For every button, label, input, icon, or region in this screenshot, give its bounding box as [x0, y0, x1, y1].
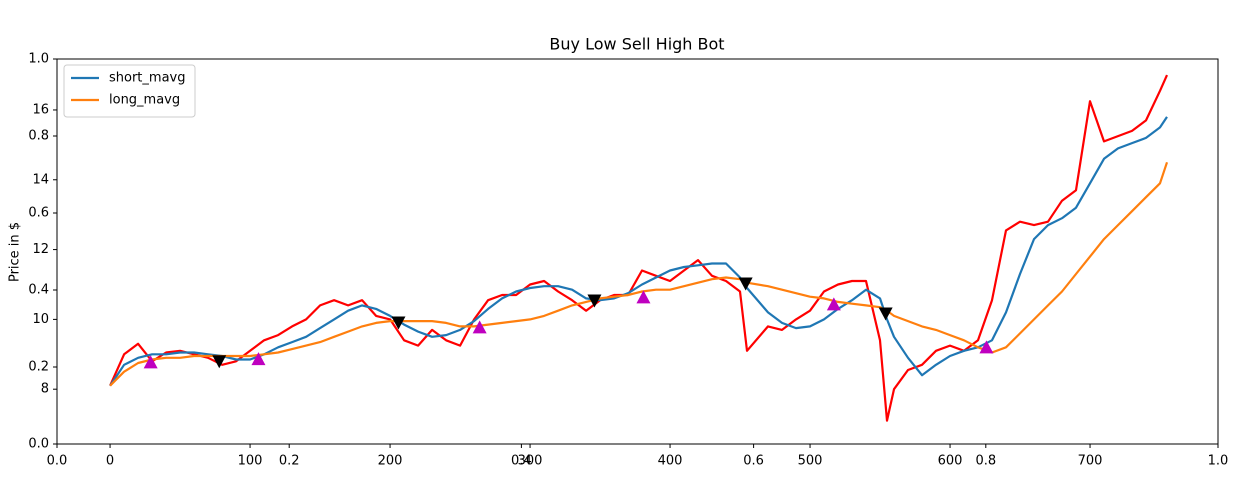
buy-marker — [143, 355, 158, 369]
y-axis-label: Price in $ — [8, 222, 23, 282]
legend-label: short_mavg — [109, 71, 185, 86]
x-tick-label: 100 — [238, 454, 263, 469]
overlay-x-tick-label: 0.8 — [975, 454, 996, 469]
plot-frame — [56, 58, 1219, 445]
sell-marker — [212, 355, 227, 369]
y-tick-label: 8 — [41, 382, 49, 397]
legend-label: long_mavg — [109, 93, 180, 108]
overlay-x-tick-label: 0.0 — [47, 454, 68, 469]
x-tick-label: 700 — [1078, 454, 1103, 469]
buy-marker — [826, 297, 841, 311]
series-line — [109, 74, 1169, 422]
x-tick-label: 500 — [798, 454, 823, 469]
y-tick-label: 16 — [32, 102, 49, 117]
overlay-y-tick-label: 0.4 — [28, 283, 49, 298]
y-tick-label: 14 — [32, 172, 49, 187]
series-line — [109, 161, 1169, 387]
y-tick-label: 10 — [32, 312, 49, 327]
x-tick-label: 300 — [518, 454, 543, 469]
overlay-x-tick-label: 0.6 — [743, 454, 764, 469]
legend: short_mavg long_mavg — [63, 64, 196, 118]
x-tick-label: 200 — [378, 454, 403, 469]
x-tick-label: 400 — [658, 454, 683, 469]
overlay-x-tick-label: 1.0 — [1208, 454, 1229, 469]
buy-marker — [979, 340, 994, 354]
overlay-y-tick-label: 0.2 — [28, 360, 49, 375]
buy-marker — [472, 320, 487, 334]
series-line — [109, 116, 1168, 387]
overlay-y-tick-label: 0.8 — [28, 129, 49, 144]
buy-marker — [636, 290, 651, 304]
x-tick-label: 600 — [938, 454, 963, 469]
x-tick-label: 0 — [106, 454, 114, 469]
sell-marker — [391, 316, 406, 330]
y-tick-label: 12 — [32, 242, 49, 257]
sell-marker — [587, 294, 602, 308]
chart-title: Buy Low Sell High Bot — [549, 35, 724, 54]
sell-marker — [738, 277, 753, 291]
overlay-y-tick-label: 1.0 — [28, 52, 49, 67]
overlay-y-tick-label: 0.0 — [28, 437, 49, 452]
buy-marker — [251, 352, 266, 366]
overlay-x-tick-label: 0.2 — [279, 454, 300, 469]
sell-marker — [878, 307, 893, 321]
overlay-x-tick-label: 0.4 — [511, 454, 532, 469]
overlay-y-tick-label: 0.6 — [28, 206, 49, 221]
